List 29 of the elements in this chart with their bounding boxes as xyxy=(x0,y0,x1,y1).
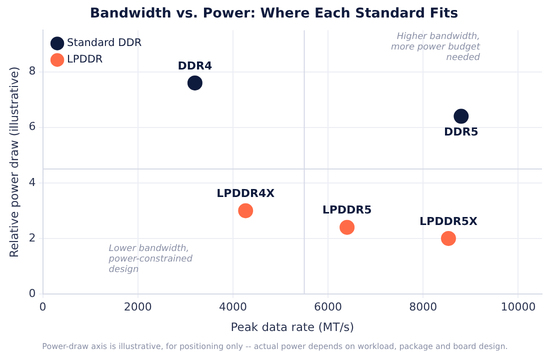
point xyxy=(187,75,202,90)
y-tick-label: 0 xyxy=(28,286,36,300)
x-tick-label: 6000 xyxy=(314,300,342,314)
point xyxy=(440,230,456,246)
x-tick-label: 4000 xyxy=(218,300,247,314)
text: Power-draw axis is illustrative, for positioning only -- actual power depends on workload, package and board design. xyxy=(42,342,508,352)
y-tick-label: 8 xyxy=(28,64,36,78)
chart-title: Bandwidth vs. Power: Where Each Standard Fits xyxy=(90,6,458,22)
legend-label: LPDDR xyxy=(67,54,103,66)
legend-label: Standard DDR xyxy=(67,37,142,50)
annotation: LPDDR4X xyxy=(216,187,276,200)
point xyxy=(238,203,254,218)
point xyxy=(454,108,469,124)
annotation: DDR5 xyxy=(444,126,478,139)
y-tick-label: 6 xyxy=(28,120,36,134)
x-axis-title: Peak data rate (MT/s) xyxy=(230,320,354,334)
y-tick-label: 2 xyxy=(28,231,36,244)
y-axis-title: Relative power draw (illustrative) xyxy=(6,66,21,258)
x-tick-label: 2000 xyxy=(124,300,152,314)
annotation: Higher bandwidth, more power budget needed xyxy=(391,32,480,64)
annotation: DDR4 xyxy=(178,59,212,72)
y-tick-label: 4 xyxy=(28,176,36,189)
point xyxy=(340,220,355,235)
x-tick-label: 0 xyxy=(39,300,46,314)
annotation: LPDDR5X xyxy=(420,214,478,228)
annotation: LPDDR5 xyxy=(322,204,372,217)
x-tick-label: 10000 xyxy=(500,300,536,314)
x-tick-label: 8000 xyxy=(409,300,438,314)
annotation: Lower bandwidth, power-constrained design xyxy=(108,244,193,275)
